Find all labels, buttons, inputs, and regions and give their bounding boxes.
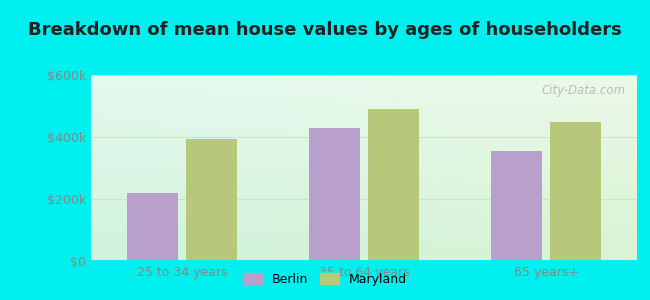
Text: Breakdown of mean house values by ages of householders: Breakdown of mean house values by ages o…	[28, 21, 622, 39]
Bar	[309, 128, 360, 261]
Bar	[491, 151, 542, 261]
Text: City-Data.com: City-Data.com	[542, 84, 626, 97]
Bar	[368, 109, 419, 261]
Bar	[550, 122, 601, 261]
Bar	[186, 139, 237, 261]
Legend: Berlin, Maryland: Berlin, Maryland	[238, 268, 412, 291]
Bar	[127, 193, 178, 261]
